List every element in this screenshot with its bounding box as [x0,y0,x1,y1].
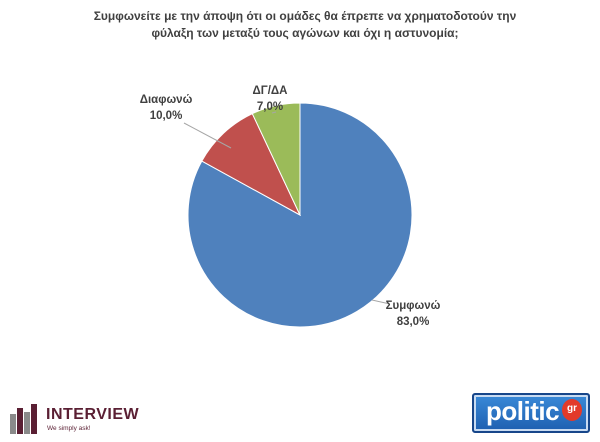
slice-name-label-2: Διαφωνώ [140,94,193,106]
interview-logo-icon [10,404,37,434]
pie-chart: Συμφωνώ 83,0% Διαφωνώ 10,0% ΔΓ/ΔΑ 7,0% [140,85,441,328]
slice-value-label-1: 83,0% [397,316,430,328]
politic-logo-suffix: gr [562,399,582,421]
slice-value-label-2: 10,0% [150,110,183,122]
interview-logo: INTERVIEW We simply ask! [8,400,148,436]
pie-slice-3 [251,102,301,216]
politic-logo-name: politic [486,396,560,426]
chart-title-line-2: φύλαξη των μεταξύ τους αγώνων και όχι η … [151,26,459,40]
politic-logo: politic gr [472,393,590,433]
chart-title-line-1: Συμφωνείτε με την άποψη ότι οι ομάδες θα… [93,9,517,23]
interview-logo-name: INTERVIEW [46,406,140,423]
leader-line-3 [271,111,277,114]
slice-name-label-1: Συμφωνώ [386,300,441,312]
slice-value-label-3: 7,0% [257,101,283,113]
chart-title: Συμφωνείτε με την άποψη ότι οι ομάδες θα… [40,8,570,42]
interview-logo-tagline: We simply ask! [47,425,91,432]
leader-line-2 [183,122,232,149]
leader-line-1 [371,299,391,305]
slice-name-label-3: ΔΓ/ΔΑ [253,85,288,97]
